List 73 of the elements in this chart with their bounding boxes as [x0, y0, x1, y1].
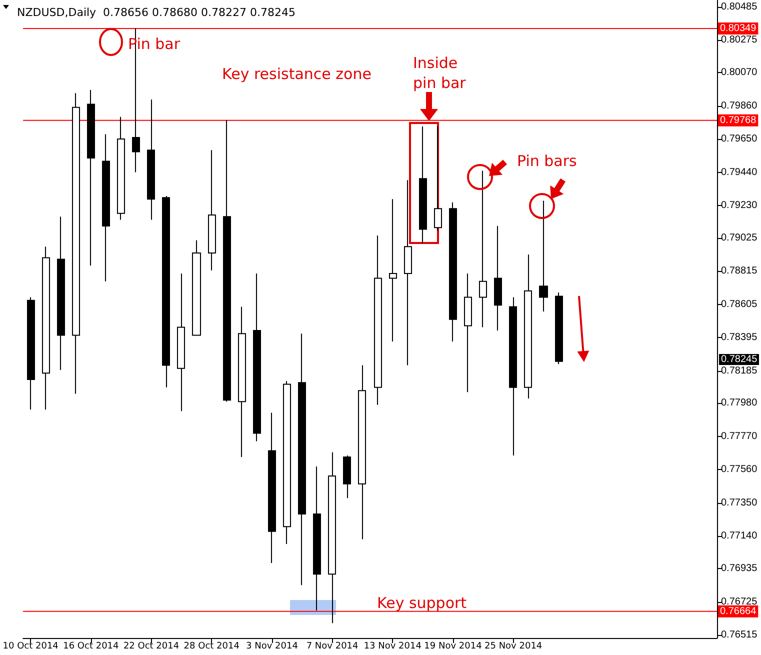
y-tick-label: 0.78185	[721, 365, 758, 376]
candlestick	[313, 466, 321, 611]
candlestick	[358, 364, 366, 540]
y-tick-label: 0.78815	[721, 266, 758, 277]
ref-line-label: 0.79768	[720, 114, 757, 126]
annotation: Key resistance zone	[222, 64, 372, 84]
text: NZDUSD,Daily 0.78656 0.78680 0.78227 0.78245	[17, 6, 296, 19]
candlestick	[328, 452, 336, 624]
candlestick	[208, 150, 216, 271]
y-tick-label: 0.80070	[721, 67, 758, 78]
candlestick	[298, 333, 306, 586]
y-tick-label: 0.78395	[721, 332, 758, 344]
y-tick-label: 0.79230	[721, 200, 758, 211]
y-tick-label: 0.77350	[721, 497, 758, 508]
candlestick	[494, 226, 502, 331]
y-tick-label: 0.76725	[721, 596, 758, 608]
candlestick	[102, 134, 110, 282]
candlestick	[253, 273, 261, 442]
x-tick-label: 7 Nov 2014	[306, 642, 359, 652]
ref-line-label: 0.76664	[720, 606, 757, 617]
ref-line-label: 0.80349	[720, 22, 757, 34]
candlestick	[524, 254, 532, 399]
y-tick-label: 0.77140	[721, 530, 758, 542]
y-tick-label: 0.79025	[721, 232, 758, 244]
candlestick	[42, 246, 50, 410]
annotation: Pin bars	[517, 151, 577, 171]
candlestick	[147, 99, 155, 220]
candlestick	[238, 306, 246, 458]
y-tick-label: 0.79650	[721, 134, 758, 145]
candlestick	[479, 170, 487, 328]
x-tick-label: 19 Nov 2014	[424, 642, 482, 652]
y-tick-label: 0.80485	[721, 1, 758, 12]
candlestick	[87, 90, 95, 266]
candlestick	[555, 292, 563, 365]
y-tick-label: 0.76515	[721, 629, 758, 640]
y-tick-label: 0.77560	[721, 464, 758, 476]
x-tick-label: 25 Nov 2014	[484, 642, 542, 652]
candlestick	[539, 200, 548, 312]
y-tick-label: 0.77980	[721, 398, 758, 409]
text: 0.78245	[719, 354, 760, 365]
candlestick	[449, 202, 457, 342]
y-tick-label: 0.76935	[721, 563, 758, 574]
candlestick	[464, 273, 472, 393]
candlestick	[389, 198, 397, 342]
x-tick-label: 3 Nov 2014	[246, 642, 298, 652]
x-tick-label: 16 Oct 2014	[63, 642, 120, 652]
candlestick	[268, 412, 276, 564]
candlestick	[434, 126, 442, 232]
candlestick	[509, 296, 517, 456]
candlestick	[419, 126, 427, 244]
candlestick	[162, 196, 170, 388]
y-tick-label: 0.80275	[721, 34, 758, 46]
y-tick-label: 0.77770	[721, 430, 758, 442]
y-tick-label: 0.79860	[721, 100, 758, 112]
candlestick	[404, 180, 412, 366]
candlestick	[57, 216, 65, 371]
y-tick-label: 0.78605	[721, 298, 758, 310]
candlestick	[27, 296, 35, 410]
annotation: Inside pin bar	[413, 53, 467, 93]
y-tick-label: 0.79440	[721, 166, 758, 178]
candlestick	[72, 92, 80, 394]
candlestick	[223, 120, 231, 402]
candlestick	[117, 116, 125, 220]
candlestick	[192, 240, 201, 336]
candlestick	[343, 454, 351, 499]
x-tick-label: 10 Oct 2014	[2, 642, 59, 652]
annotation: Key support	[377, 593, 467, 613]
candlestick	[374, 235, 382, 406]
x-tick-label: 22 Oct 2014	[123, 642, 180, 652]
candlestick	[177, 273, 185, 412]
candlestick	[283, 380, 291, 545]
x-tick-label: 28 Oct 2014	[184, 642, 240, 652]
x-tick-label: 13 Nov 2014	[364, 642, 422, 652]
